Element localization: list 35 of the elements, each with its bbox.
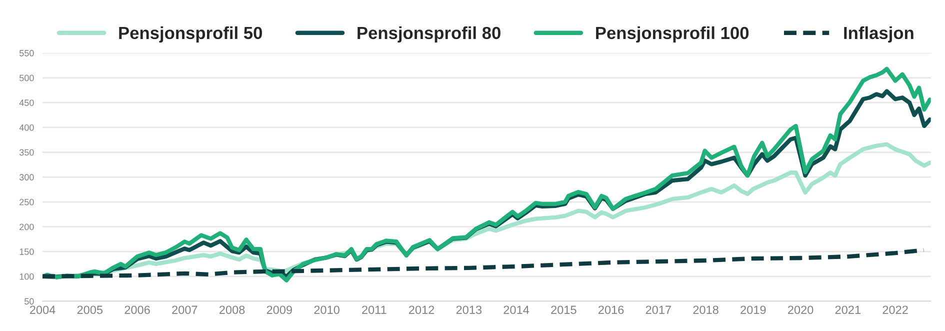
x-tick-label: 2022 <box>882 306 908 314</box>
x-tick-label: 2004 <box>30 306 56 314</box>
y-tick-label: 350 <box>19 149 34 156</box>
x-tick-label: 2005 <box>77 306 103 314</box>
y-tick-label: 550 <box>19 50 34 56</box>
y-tick-label: 200 <box>20 224 34 230</box>
legend-label: Pensjonsprofil 50 <box>119 26 262 43</box>
legend-label: Pensjonsprofil 80 <box>358 26 500 43</box>
x-tick-label: 2010 <box>314 306 340 314</box>
y-tick-label: 450 <box>19 100 34 106</box>
x-tick-label: 2016 <box>598 306 624 314</box>
y-tick-label: 300 <box>19 174 34 180</box>
x-tick-label: 2020 <box>788 306 814 314</box>
y-tick-label: 50 <box>24 298 34 305</box>
x-tick-label: 2006 <box>124 306 150 314</box>
x-tick-label: 2015 <box>551 306 576 314</box>
x-tick-label: 2021 <box>835 306 860 314</box>
x-tick-label: 2019 <box>740 306 766 314</box>
y-tick-label: 100 <box>20 273 34 280</box>
line-series <box>42 248 926 278</box>
x-tick-label: 2009 <box>266 306 292 314</box>
legend-label: Pensjonsprofil 100 <box>596 26 749 43</box>
x-tick-label: 2007 <box>172 306 198 314</box>
x-tick-label: 2018 <box>693 306 718 314</box>
x-tick-label: 2011 <box>362 306 386 314</box>
x-tick-label: 2014 <box>504 306 530 314</box>
x-tick-label: 2008 <box>219 306 245 314</box>
y-tick-label: 400 <box>19 124 34 131</box>
y-tick-label: 250 <box>20 198 34 206</box>
x-tick-label: 2012 <box>408 306 434 314</box>
y-tick-label: 150 <box>20 248 34 255</box>
y-tick-label: 500 <box>19 74 34 82</box>
x-tick-label: 2013 <box>456 306 482 314</box>
x-tick-label: 2017 <box>646 306 671 314</box>
legend-label: Inflasjon <box>844 26 914 43</box>
